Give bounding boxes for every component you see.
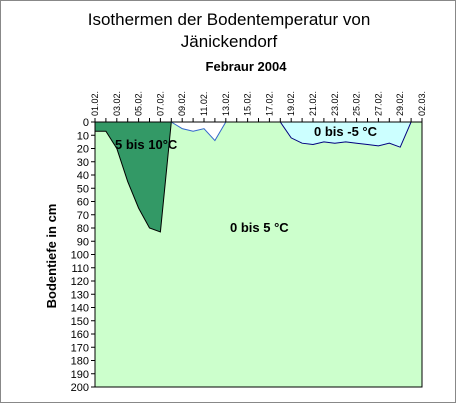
x-tick-label: 13.02. — [221, 91, 231, 116]
y-tick-label: 180 — [71, 356, 89, 368]
y-axis-label: Bodentiefe in cm — [44, 204, 59, 309]
chart-title: Isothermen der Bodentemperatur von Jänic… — [87, 10, 371, 51]
area — [279, 121, 412, 148]
subtitle: Febraur 2004 — [206, 59, 288, 74]
area-label: 0 bis -5 °C — [314, 124, 378, 139]
area-label: 5 bis 10°C — [115, 137, 178, 152]
y-tick-label: 90 — [77, 236, 89, 248]
x-tick-label: 29.02. — [395, 91, 405, 116]
x-tick-label: 05.02. — [134, 91, 144, 116]
area — [94, 121, 172, 233]
x-tick-label: 27.02. — [373, 91, 383, 116]
y-tick-label: 190 — [71, 369, 89, 381]
y-tick-label: 160 — [71, 329, 89, 341]
y-tick-label: 0 — [83, 117, 89, 129]
y-tick-label: 80 — [77, 223, 89, 235]
y-tick-label: 30 — [77, 157, 89, 169]
y-tick-label: 140 — [71, 303, 89, 315]
y-tick-label: 100 — [71, 250, 89, 262]
x-tick-label: 17.02. — [264, 91, 274, 116]
y-tick-label: 110 — [71, 263, 89, 275]
y-tick-label: 10 — [77, 130, 89, 142]
y-tick-label: 60 — [77, 197, 89, 209]
y-tick-label: 170 — [71, 342, 89, 354]
area-label: 0 bis 5 °C — [230, 220, 289, 235]
y-tick-label: 50 — [77, 183, 89, 195]
x-tick-label: 09.02. — [177, 91, 187, 116]
y-tick-label: 130 — [71, 289, 89, 301]
y-tick-label: 40 — [77, 170, 89, 182]
x-tick-label: 23.02. — [330, 91, 340, 116]
x-tick-label: 21.02. — [308, 91, 318, 116]
x-tick-label: 25.02. — [352, 91, 362, 116]
x-tick-label: 11.02. — [199, 92, 209, 116]
y-tick-label: 20 — [77, 144, 89, 156]
x-tick-label: 02.03. — [417, 91, 427, 116]
y-tick-label: 200 — [71, 382, 89, 394]
x-tick-label: 03.02. — [112, 91, 122, 116]
y-tick-label: 120 — [71, 276, 89, 288]
x-tick-label: 07.02. — [155, 91, 165, 116]
x-tick-label: 15.02. — [243, 91, 253, 116]
y-tick-label: 150 — [71, 316, 89, 328]
x-tick-label: 01.02. — [90, 91, 100, 116]
x-tick-label: 19.02. — [286, 91, 296, 116]
y-tick-label: 70 — [77, 210, 89, 222]
